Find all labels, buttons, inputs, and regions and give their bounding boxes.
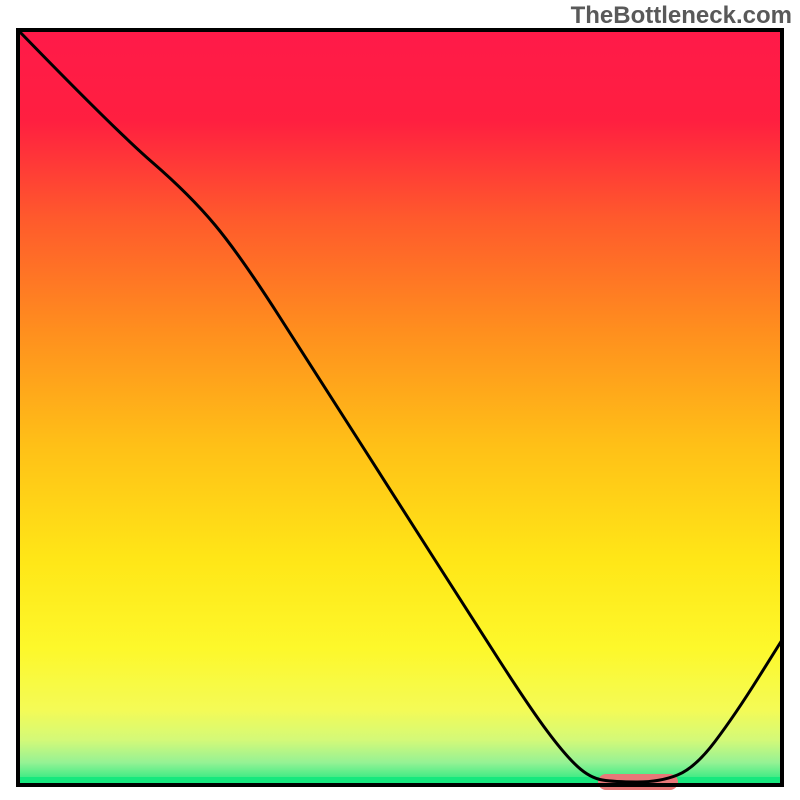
chart-canvas: TheBottleneck.com	[0, 0, 800, 800]
watermark-text: TheBottleneck.com	[571, 2, 792, 30]
gradient-line-chart	[0, 0, 800, 800]
